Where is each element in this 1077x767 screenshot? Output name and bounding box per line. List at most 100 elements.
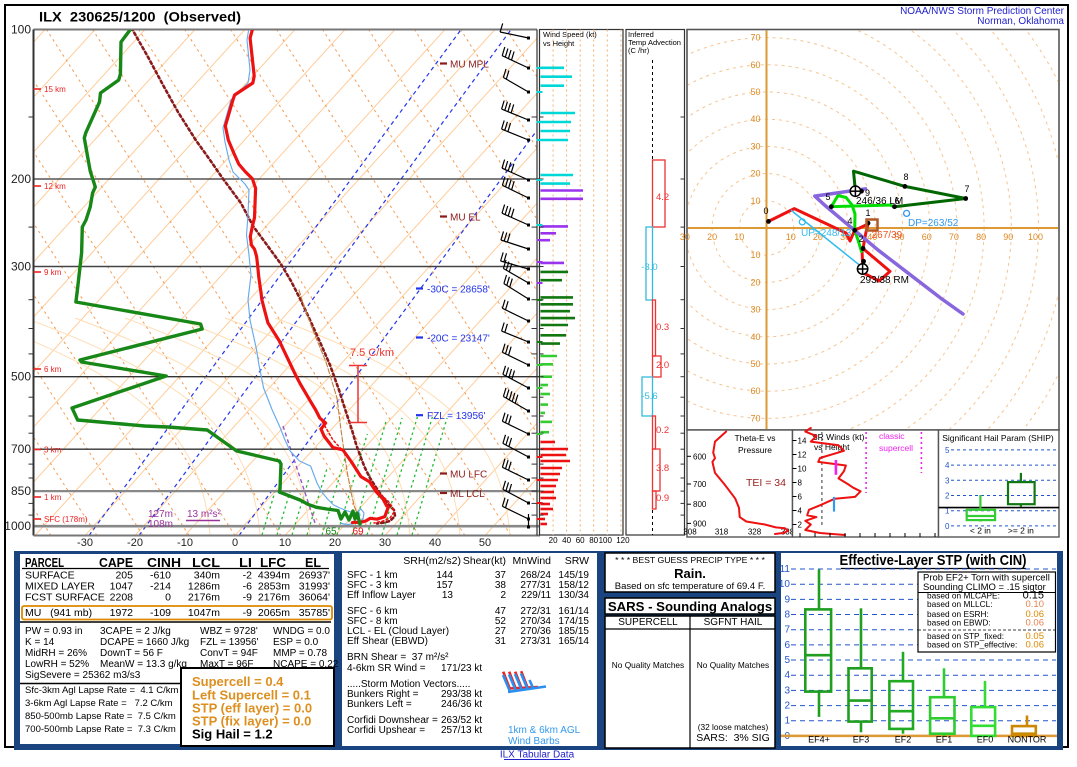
svg-text:SR Winds (kt): SR Winds (kt) [812, 432, 865, 442]
svg-text:EF3: EF3 [853, 735, 870, 745]
svg-text:classic: classic [879, 431, 905, 441]
svg-text:2065m: 2065m [258, 607, 290, 619]
svg-text:69: 69 [352, 527, 364, 538]
svg-text:10: 10 [798, 465, 807, 474]
svg-text:30: 30 [750, 141, 760, 151]
svg-text:5: 5 [825, 192, 830, 202]
svg-text:Effective-Layer STP (with CIN): Effective-Layer STP (with CIN) [840, 552, 1027, 569]
svg-text:700-500mb Lapse Rate = 7.3 C/: 700-500mb Lapse Rate = 7.3 C/km [25, 724, 176, 735]
svg-text:308: 308 [683, 528, 697, 537]
svg-text:based on STP_effective:: based on STP_effective: [927, 640, 1017, 650]
svg-text:-9: -9 [243, 592, 252, 604]
svg-text:500: 500 [11, 370, 31, 384]
svg-text:4: 4 [798, 507, 803, 516]
svg-text:SUPERCELL: SUPERCELL [618, 617, 678, 628]
svg-text:No Quality Matches: No Quality Matches [697, 660, 769, 670]
svg-text:Based on sfc temperature of 69: Based on sfc temperature of 69.4 F. [615, 581, 766, 592]
svg-text:0: 0 [232, 537, 238, 549]
svg-text:293/38 RM: 293/38 RM [860, 275, 909, 286]
svg-text:9: 9 [784, 594, 790, 605]
svg-text:0.3: 0.3 [656, 322, 669, 333]
svg-text:8: 8 [903, 172, 908, 182]
svg-text:-10: -10 [177, 537, 193, 549]
svg-text:3 km: 3 km [44, 446, 62, 455]
svg-text:120: 120 [616, 536, 630, 545]
svg-text:ESP = 0.0: ESP = 0.0 [273, 637, 319, 648]
svg-text:-109: -109 [150, 607, 171, 619]
svg-text:3: 3 [784, 685, 790, 696]
svg-text:4.2: 4.2 [656, 192, 669, 203]
svg-text:WBZ = 9728': WBZ = 9728' [200, 626, 258, 637]
svg-text:130/34: 130/34 [558, 590, 589, 601]
svg-text:NONTOR: NONTOR [1008, 735, 1047, 745]
svg-text:ILX Tabular Data: ILX Tabular Data [500, 750, 575, 761]
svg-text:MnWind: MnWind [512, 555, 551, 567]
svg-text:20: 20 [329, 537, 341, 549]
svg-text:4-6km SR Wind =: 4-6km SR Wind = [347, 663, 426, 674]
svg-text:3CAPE = 2 J/kg: 3CAPE = 2 J/kg [100, 626, 171, 637]
svg-text:FZL = 13956': FZL = 13956' [427, 411, 486, 422]
svg-text:9 km: 9 km [44, 268, 62, 277]
svg-text:Rain.: Rain. [674, 566, 706, 581]
svg-text:3-6km Agl Lapse Rate = 7.2 C: 3-6km Agl Lapse Rate = 7.2 C/km [25, 698, 173, 709]
svg-text:-3.0: -3.0 [641, 262, 657, 273]
svg-text:20: 20 [549, 536, 558, 545]
svg-text:MidRH = 26%: MidRH = 26% [25, 648, 87, 659]
svg-text:10: 10 [779, 579, 791, 590]
svg-text:8: 8 [798, 479, 803, 488]
svg-text:0: 0 [945, 522, 950, 531]
svg-text:20: 20 [707, 232, 717, 242]
svg-text:100: 100 [599, 536, 613, 545]
svg-text:MU (941 mb): MU (941 mb) [25, 607, 92, 619]
svg-text:1: 1 [784, 716, 790, 727]
svg-text:-9: -9 [243, 607, 252, 619]
svg-text:30: 30 [379, 537, 391, 549]
svg-text:273/31: 273/31 [520, 636, 551, 647]
svg-text:No Quality Matches: No Quality Matches [612, 660, 684, 670]
svg-text:300: 300 [11, 260, 31, 274]
svg-text:30: 30 [750, 305, 760, 315]
svg-text:SFC (178m): SFC (178m) [44, 515, 88, 524]
svg-text:108m: 108m [148, 519, 173, 530]
svg-text:30: 30 [680, 232, 690, 242]
svg-text:Significant Hail Param (SHIP): Significant Hail Param (SHIP) [942, 433, 1054, 443]
svg-text:50: 50 [750, 87, 760, 97]
svg-text:5: 5 [945, 446, 950, 455]
svg-text:20: 20 [750, 169, 760, 179]
svg-text:6 km: 6 km [44, 365, 62, 374]
svg-text:Sfc-3km Agl Lapse Rate = 4.1: Sfc-3km Agl Lapse Rate = 4.1 C/km [25, 685, 178, 696]
svg-text:Eff Shear (EBWD): Eff Shear (EBWD) [347, 636, 428, 647]
svg-text:Corfidi Upshear =: Corfidi Upshear = [347, 725, 425, 736]
svg-text:based on MLLCL:: based on MLLCL: [927, 599, 993, 609]
svg-text:EF1: EF1 [936, 735, 953, 745]
svg-text:257/13 kt: 257/13 kt [441, 725, 482, 736]
svg-text:0: 0 [165, 592, 171, 604]
svg-text:FCST SURFACE: FCST SURFACE [25, 592, 105, 604]
svg-text:3: 3 [945, 476, 950, 485]
svg-text:Wind Barbs: Wind Barbs [508, 736, 560, 747]
svg-text:60: 60 [750, 386, 760, 396]
svg-text:31: 31 [495, 636, 507, 647]
svg-text:SRW: SRW [565, 555, 589, 567]
svg-text:BRN Shear = 37 m²/s²: BRN Shear = 37 m²/s² [347, 652, 449, 663]
svg-text:171/23 kt: 171/23 kt [441, 663, 482, 674]
svg-text:246/36 LM: 246/36 LM [856, 196, 903, 207]
svg-text:0: 0 [763, 206, 768, 216]
svg-text:MU EL: MU EL [450, 213, 481, 224]
svg-text:229/11: 229/11 [521, 590, 551, 601]
svg-text:TEI = 34: TEI = 34 [746, 477, 786, 489]
svg-text:Eff Inflow Layer: Eff Inflow Layer [347, 590, 416, 601]
svg-text:DCAPE = 1660 J/kg: DCAPE = 1660 J/kg [100, 637, 189, 648]
svg-text:40: 40 [750, 114, 760, 124]
svg-text:-20C = 23147': -20C = 23147' [427, 334, 490, 345]
svg-text:200: 200 [11, 172, 31, 186]
svg-text:4: 4 [945, 461, 950, 470]
svg-text:40: 40 [750, 332, 760, 342]
svg-text:50: 50 [750, 359, 760, 369]
svg-text:850-500mb Lapse Rate = 7.5 C/: 850-500mb Lapse Rate = 7.5 C/km [25, 711, 176, 722]
svg-text:2.0: 2.0 [656, 360, 669, 371]
svg-text:6: 6 [784, 640, 790, 651]
svg-text:0.06: 0.06 [1026, 618, 1045, 629]
svg-text:14: 14 [798, 437, 807, 446]
svg-text:UP=248/13: UP=248/13 [801, 228, 852, 239]
